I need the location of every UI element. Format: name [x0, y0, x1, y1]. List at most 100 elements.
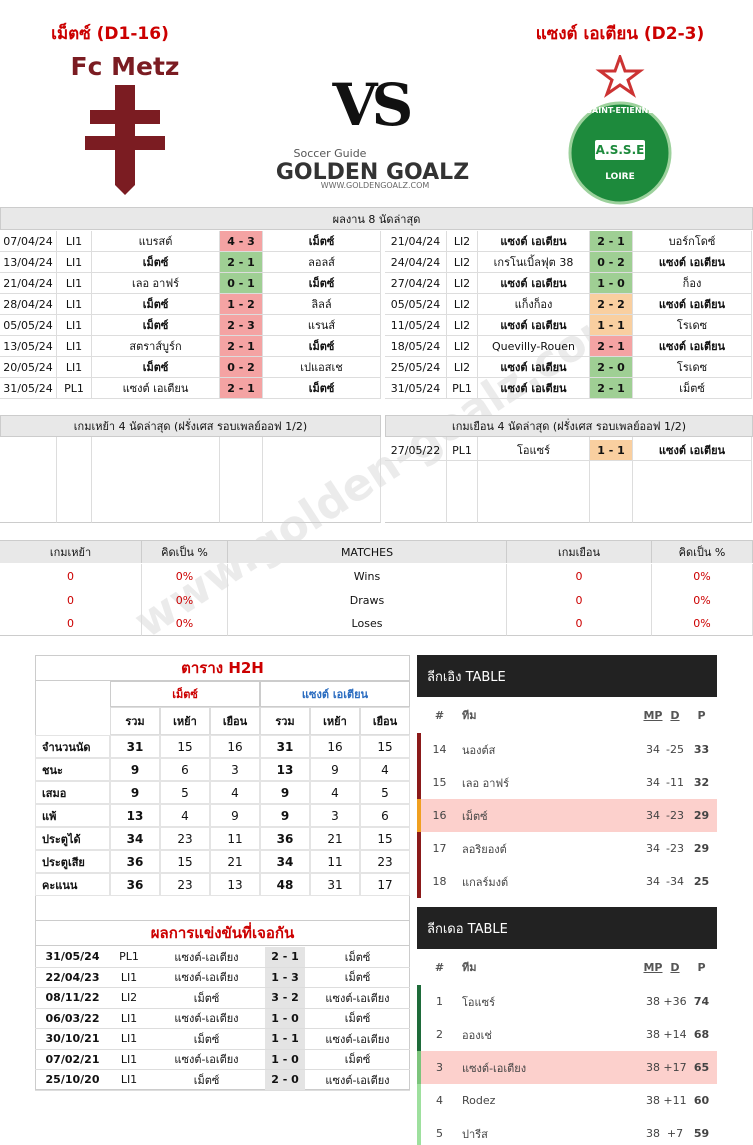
- meeting-cell: เม็ตซ์: [148, 1070, 265, 1091]
- meeting-cell: 2 - 0: [265, 1070, 305, 1091]
- meeting-cell: LI2: [110, 988, 148, 1009]
- match-away: แซงต์ เอเตียน: [633, 440, 752, 461]
- match-home: แซงต์ เอเตียน: [478, 378, 590, 399]
- playoff-home-title: เกมเหย้า 4 นัดล่าสุด (ฝรั่งเศส รอบเพลย์อ…: [0, 415, 381, 437]
- match-league: LI2: [447, 252, 478, 273]
- match-home: โอแซร์: [478, 440, 590, 461]
- league-cell: 29: [693, 809, 710, 822]
- playoff-cell: [447, 437, 478, 523]
- match-league: LI1: [57, 357, 92, 378]
- h2h-cell: 23: [160, 873, 210, 896]
- match-away: เม็ตซ์: [263, 231, 381, 252]
- match-away: แรนส์: [263, 315, 381, 336]
- match-home: แซงต์ เอเตียน: [478, 231, 590, 252]
- match-away: ก็อง: [633, 273, 752, 294]
- h2h-cell: 9: [260, 781, 310, 804]
- match-home: เกรโนเบิ้ลฟุต 38: [478, 252, 590, 273]
- h2h-subhead: รวม: [260, 707, 310, 735]
- h2h-cell: 6: [360, 804, 410, 827]
- match-score: 2 - 2: [590, 294, 633, 315]
- meeting-cell: LI1: [110, 1029, 148, 1050]
- league-cell: 38: [646, 1127, 660, 1140]
- h2h-cell: 13: [110, 804, 160, 827]
- playoff-cell: [263, 437, 381, 523]
- h2h-cell: 48: [260, 873, 310, 896]
- h2h-subhead: เหย้า: [310, 707, 360, 735]
- match-away: แซงต์ เอเตียน: [633, 252, 752, 273]
- h2h-cell: ชนะ: [35, 758, 110, 781]
- league-cell: 59: [693, 1127, 710, 1140]
- h2h-cell: 11: [310, 850, 360, 873]
- summary-header: คิดเป็น %: [142, 540, 228, 563]
- league-cell: +14: [664, 1028, 686, 1041]
- meeting-cell: แซงต์-เอเตียง: [305, 1029, 410, 1050]
- h2h-cell: คะแนน: [35, 873, 110, 896]
- h2h-cell: 15: [360, 827, 410, 850]
- brand: GOLDEN GOALZ: [275, 159, 470, 185]
- league-cell: 15: [432, 776, 447, 789]
- summary-cell: 0: [507, 588, 652, 612]
- league-cell: 34: [646, 743, 660, 756]
- playoff-cell: [92, 437, 220, 523]
- match-date: 05/05/24: [0, 315, 57, 336]
- match-score: 0 - 2: [590, 252, 633, 273]
- match-league: LI2: [447, 231, 478, 252]
- meeting-cell: PL1: [110, 947, 148, 968]
- h2h-cell: 21: [310, 827, 360, 850]
- summary-cell: 0%: [142, 564, 228, 588]
- summary-cell: Loses: [228, 612, 507, 636]
- match-league: LI2: [447, 294, 478, 315]
- league-cell: โอแซร์: [462, 995, 495, 1009]
- match-league: PL1: [447, 378, 478, 399]
- match-date: 21/04/24: [385, 231, 447, 252]
- match-league: LI2: [447, 273, 478, 294]
- meeting-cell: เม็ตซ์: [305, 947, 410, 968]
- playoff-cell: [633, 437, 752, 523]
- h2h-cell: 31: [310, 873, 360, 896]
- league-row: [417, 865, 717, 898]
- playoff-cell: [590, 437, 633, 523]
- match-home: เม็ตซ์: [92, 315, 220, 336]
- summary-cell: Draws: [228, 588, 507, 612]
- league-cell: 60: [693, 1094, 710, 1107]
- match-league: LI1: [57, 231, 92, 252]
- meeting-cell: 1 - 1: [265, 1029, 305, 1050]
- league-cell: 38: [646, 1094, 660, 1107]
- match-away: โรเดซ: [633, 357, 752, 378]
- h2h-cell: 9: [210, 804, 260, 827]
- league-cell: 38: [646, 995, 660, 1008]
- match-date: 28/04/24: [0, 294, 57, 315]
- h2h-cell: 9: [260, 804, 310, 827]
- match-league: LI2: [447, 315, 478, 336]
- summary-cell: 0%: [142, 612, 228, 636]
- league-cell: แซงต์-เอเตียง: [462, 1061, 527, 1075]
- match-away: โรเดซ: [633, 315, 752, 336]
- meeting-cell: เม็ตซ์: [148, 988, 265, 1009]
- league-cell: +17: [664, 1061, 686, 1074]
- match-away: แซงต์ เอเตียน: [633, 336, 752, 357]
- match-date: 05/05/24: [385, 294, 447, 315]
- asse-middle: A.S.S.E: [595, 143, 645, 157]
- meeting-cell: แซงต์-เอเตียง: [148, 1009, 265, 1029]
- league-cell: 2: [436, 1028, 443, 1041]
- match-date: 21/04/24: [0, 273, 57, 294]
- h2h-cell: 9: [310, 758, 360, 781]
- league-cell: 38: [646, 1028, 660, 1041]
- h2h-cell: 16: [310, 735, 360, 758]
- meeting-cell: แซงต์-เอเตียง: [305, 988, 410, 1009]
- h2h-cell: 4: [360, 758, 410, 781]
- league-cell: 74: [693, 995, 710, 1008]
- meeting-cell: 08/11/22: [35, 988, 110, 1009]
- h2h-cell: 36: [260, 827, 310, 850]
- league-cell: 65: [693, 1061, 710, 1074]
- summary-cell: 0%: [652, 588, 753, 612]
- h2h-cell: แพ้: [35, 804, 110, 827]
- match-away: ลิลล์: [263, 294, 381, 315]
- away-title: แซงต์ เอเตียน (D2-3): [535, 23, 705, 44]
- match-away: เม็ตซ์: [263, 273, 381, 294]
- league-row: [417, 733, 717, 766]
- match-score: 1 - 1: [590, 440, 633, 461]
- meeting-cell: LI1: [110, 968, 148, 988]
- league-header: MP: [643, 960, 663, 974]
- h2h-team: เม็ตซ์: [110, 681, 260, 707]
